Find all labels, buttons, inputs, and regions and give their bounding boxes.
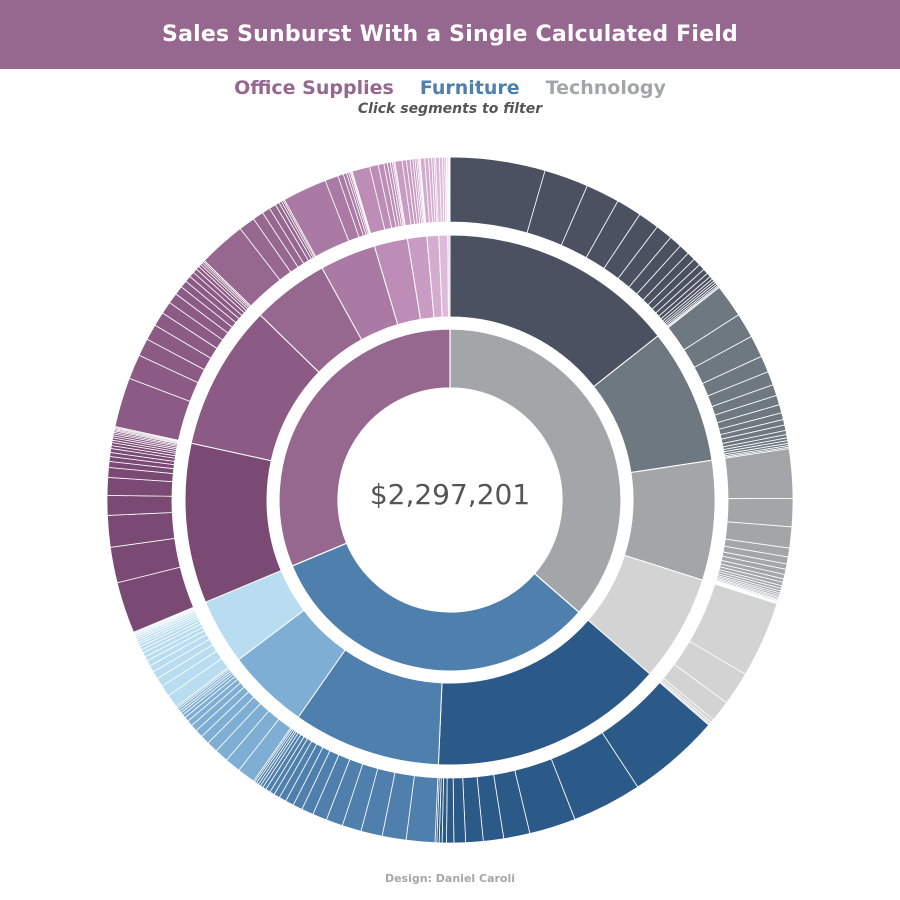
category-segment-technology[interactable] (449, 328, 622, 614)
chart-subtitle: Click segments to filter (357, 101, 543, 117)
legend-furniture[interactable]: Furniture (419, 77, 520, 99)
subcategory-segment-fasteners[interactable] (447, 234, 451, 318)
item-segment-fasteners-3[interactable] (448, 156, 451, 223)
item-segment-chairs-8[interactable] (446, 777, 455, 844)
legend-technology[interactable]: Technology (545, 77, 666, 99)
title-bar: Sales Sunburst With a Single Calculated … (0, 0, 900, 69)
chart-title: Sales Sunburst With a Single Calculated … (162, 22, 738, 47)
category-legend: Office Supplies Furniture Technology (0, 74, 900, 102)
category-segment-furniture[interactable] (291, 542, 580, 672)
item-segment-storage-4[interactable] (106, 494, 173, 516)
legend-office-supplies[interactable]: Office Supplies (234, 77, 394, 99)
design-credit: Design: Daniel Caroli (384, 872, 516, 885)
category-segment-office-supplies[interactable] (278, 328, 451, 567)
center-total-value: $2,297,201 (369, 478, 531, 511)
